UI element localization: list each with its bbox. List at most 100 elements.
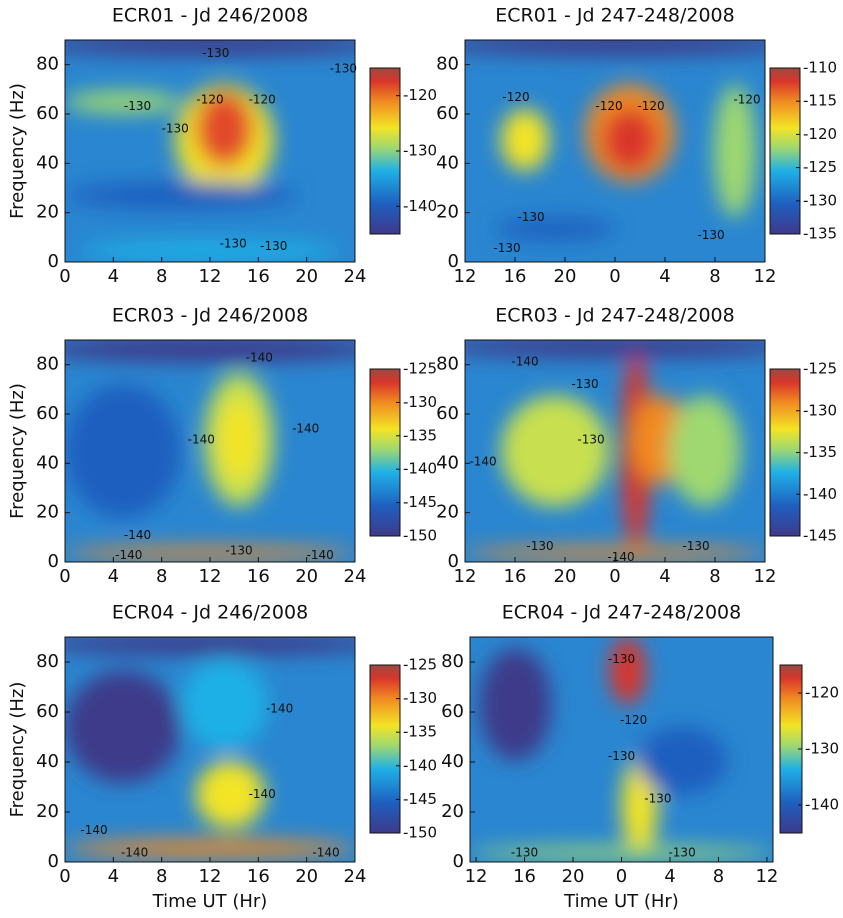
colorbar-tick-label: -150	[403, 527, 437, 545]
contour-label: -130	[571, 377, 598, 391]
x-tick-label: 20	[295, 866, 318, 887]
y-axis-label: Frequency (Hz)	[7, 83, 28, 219]
y-tick-label: 40	[436, 452, 459, 473]
x-tick-label: 24	[344, 566, 367, 587]
x-tick-label: 8	[156, 266, 167, 287]
contour-label: -140	[469, 455, 496, 469]
colorbar-tick-label: -145	[803, 527, 837, 545]
colorbar-tick-label: -130	[803, 191, 837, 209]
contour-label: -140	[312, 846, 339, 860]
y-tick-label: 20	[36, 502, 59, 523]
contour-label: -120	[620, 713, 647, 727]
colorbar-tick-label: -140	[403, 197, 437, 215]
spectrogram-texture	[65, 340, 355, 560]
spectral-region	[465, 340, 765, 358]
contour-label: -140	[80, 823, 107, 837]
spectrogram	[65, 637, 355, 862]
spectral-region	[65, 670, 181, 784]
spectral-region	[501, 395, 609, 507]
spectral-region	[65, 384, 181, 518]
colorbar-tick-label: -140	[805, 796, 839, 814]
contour-label: -130	[668, 846, 695, 860]
colorbar	[769, 368, 801, 537]
x-tick-label: 0	[616, 866, 627, 887]
x-tick-label: 12	[199, 566, 222, 587]
spectrogram-texture	[65, 637, 355, 858]
x-tick-label: 16	[504, 566, 527, 587]
contour-label: -120	[733, 92, 760, 106]
colorbar-tick-label: -145	[403, 790, 437, 808]
colorbar-tick-label: -135	[403, 426, 437, 444]
contour-label: -130	[202, 46, 229, 60]
colorbar	[369, 664, 401, 834]
contour-label: -130	[225, 543, 252, 557]
y-tick-label: 40	[36, 452, 59, 473]
x-tick-label: 24	[344, 866, 367, 887]
y-tick-label: 0	[48, 851, 59, 872]
x-tick-label: 4	[108, 266, 119, 287]
spectral-region	[181, 659, 268, 750]
spectral-region	[501, 108, 549, 171]
spectral-region	[495, 217, 615, 240]
y-axis-label: Frequency (Hz)	[7, 682, 28, 818]
contour-label: -140	[246, 350, 273, 364]
contour-label: -120	[637, 99, 664, 113]
y-tick-label: 80	[36, 54, 59, 75]
colorbar-tick-label: -135	[803, 225, 837, 243]
colorbar-tick-label: -130	[403, 393, 437, 411]
x-tick-label: 20	[554, 266, 577, 287]
x-tick-label: 12	[199, 866, 222, 887]
y-tick-label: 60	[441, 701, 464, 722]
contour-label: -140	[124, 528, 151, 542]
spectral-region	[465, 40, 765, 56]
colorbar	[369, 368, 401, 537]
colorbar-tick-label: -130	[803, 401, 837, 419]
x-tick-label: 16	[247, 866, 270, 887]
y-tick-label: 0	[453, 851, 464, 872]
panel-title: ECR04 - Jd 246/2008	[112, 602, 308, 624]
x-tick-label: 12	[465, 866, 488, 887]
colorbar-tick-label: -145	[403, 493, 437, 511]
contour-label: -130	[260, 239, 287, 253]
contour-label: -140	[266, 702, 293, 716]
spectral-region	[636, 727, 728, 795]
contour-label: -120	[502, 90, 529, 104]
y-tick-label: 0	[48, 551, 59, 572]
spectral-region	[603, 108, 657, 171]
contour-label: -140	[115, 548, 142, 562]
x-tick-label: 8	[709, 566, 720, 587]
spectrogram-texture	[470, 637, 773, 860]
spectrogram-texture	[465, 340, 765, 560]
y-tick-label: 60	[36, 701, 59, 722]
spectral-region	[609, 637, 646, 705]
contour-label: -140	[607, 550, 634, 564]
x-tick-label: 12	[454, 566, 477, 587]
spectral-region	[65, 340, 355, 363]
contour-label: -130	[697, 228, 724, 242]
contour-label: -130	[162, 121, 189, 135]
colorbar-tick-label: -140	[403, 460, 437, 478]
y-tick-label: 80	[436, 54, 459, 75]
colorbar-tick-label: -125	[803, 158, 837, 176]
contour-label: -140	[188, 432, 215, 446]
y-tick-label: 20	[436, 502, 459, 523]
contour-label: -130	[511, 846, 538, 860]
contour-label: -130	[526, 539, 553, 553]
colorbar-tick-label: -115	[803, 92, 837, 110]
contour-label: -130	[517, 210, 544, 224]
spectral-region	[669, 395, 741, 507]
colorbar-tick-label: -125	[403, 656, 437, 674]
panel-title: ECR03 - Jd 246/2008	[112, 305, 308, 327]
x-tick-label: 0	[59, 866, 70, 887]
x-tick-label: 4	[664, 866, 675, 887]
x-tick-label: 8	[713, 866, 724, 887]
x-tick-label: 4	[108, 566, 119, 587]
panel-title: ECR03 - Jd 247-248/2008	[495, 305, 734, 327]
spectral-region	[465, 546, 765, 560]
x-tick-label: 8	[709, 266, 720, 287]
x-tick-label: 16	[247, 266, 270, 287]
spectral-region	[195, 91, 254, 167]
x-tick-label: 0	[609, 266, 620, 287]
spectral-region	[195, 760, 266, 829]
y-tick-label: 40	[441, 751, 464, 772]
